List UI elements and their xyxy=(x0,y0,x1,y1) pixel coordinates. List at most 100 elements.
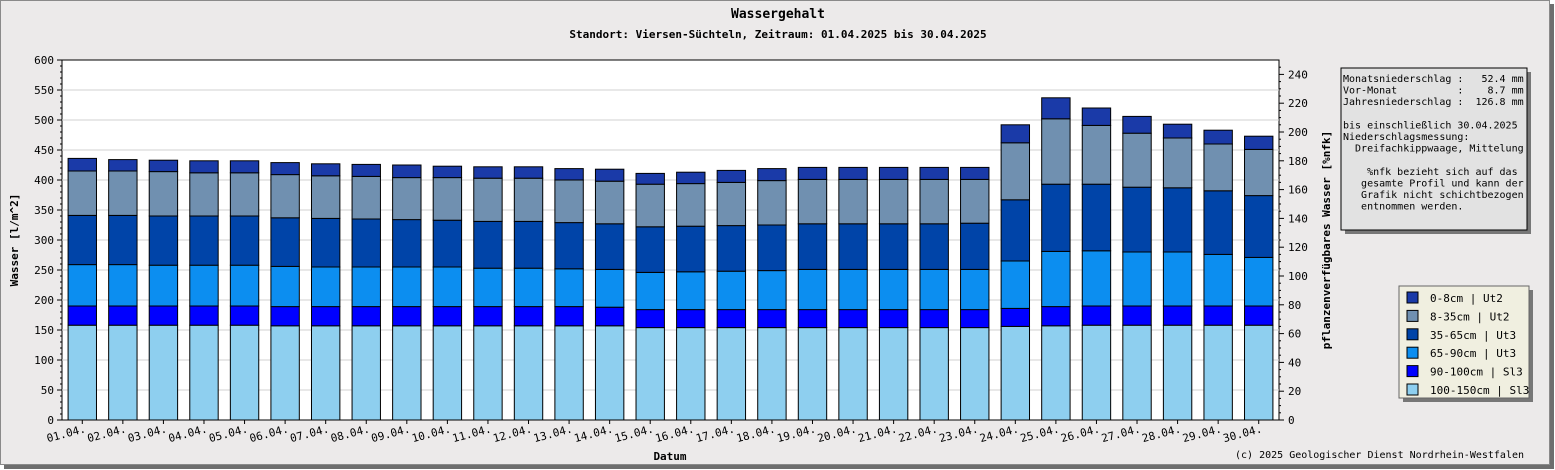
bar-segment-6 xyxy=(1245,136,1273,149)
bar-segment-3 xyxy=(798,269,826,309)
x-tick-label: 18.04. xyxy=(735,422,777,445)
bar-segment-6 xyxy=(1204,130,1232,144)
bar-segment-3 xyxy=(393,267,421,307)
bar-segment-2 xyxy=(636,310,664,328)
bar-segment-1 xyxy=(271,326,299,420)
legend-label: 35-65cm | Ut3 xyxy=(1430,329,1516,342)
bar-segment-3 xyxy=(839,269,867,309)
bar-segment-1 xyxy=(758,328,786,420)
x-tick-label: 13.04. xyxy=(532,422,574,445)
x-tick-label: 26.04. xyxy=(1059,422,1101,445)
x-tick-label: 10.04. xyxy=(410,422,452,445)
bar-segment-4 xyxy=(149,216,177,265)
legend-label: 8-35cm | Ut2 xyxy=(1430,310,1509,323)
bar-segment-5 xyxy=(677,184,705,227)
bar-segment-1 xyxy=(433,326,461,420)
bar-segment-4 xyxy=(271,218,299,267)
bar-segment-4 xyxy=(879,224,907,270)
x-tick-label: 11.04. xyxy=(451,422,493,445)
y-tick-label: 250 xyxy=(34,264,54,277)
bar-segment-1 xyxy=(920,328,948,420)
y-tick-label: 50 xyxy=(41,384,54,397)
bar-segment-3 xyxy=(920,269,948,309)
bar-segment-6 xyxy=(677,172,705,183)
bar-segment-6 xyxy=(271,163,299,175)
bar-segment-5 xyxy=(1082,125,1110,184)
legend-swatch xyxy=(1407,366,1418,377)
bar-segment-6 xyxy=(798,167,826,179)
bar-segment-3 xyxy=(555,269,583,307)
bar-segment-4 xyxy=(393,220,421,267)
legend-label: 0-8cm | Ut2 xyxy=(1430,292,1503,305)
bar-segment-1 xyxy=(230,325,258,420)
bar-segment-5 xyxy=(879,179,907,223)
legend-label: 100-150cm | Sl3 xyxy=(1430,384,1529,397)
bar-segment-6 xyxy=(311,164,339,176)
bar-segment-4 xyxy=(109,215,137,264)
bar-segment-6 xyxy=(474,167,502,178)
legend-swatch xyxy=(1407,329,1418,340)
y2-tick-label: 160 xyxy=(1288,184,1308,197)
legend-label: 90-100cm | Sl3 xyxy=(1430,366,1523,379)
bar-segment-1 xyxy=(1042,326,1070,420)
info-line: bis einschließlich 30.04.2025 xyxy=(1343,120,1518,131)
bar-segment-3 xyxy=(68,265,96,306)
bar-segment-6 xyxy=(433,166,461,177)
y-tick-label: 450 xyxy=(34,144,54,157)
bar-segment-2 xyxy=(758,310,786,328)
bar-segment-5 xyxy=(433,178,461,221)
bar-segment-6 xyxy=(1082,108,1110,125)
x-tick-label: 15.04. xyxy=(613,422,655,445)
bar-segment-6 xyxy=(879,167,907,179)
bar-segment-4 xyxy=(839,224,867,270)
bar-segment-3 xyxy=(717,271,745,309)
bar-segment-5 xyxy=(474,178,502,221)
bar-segment-2 xyxy=(109,306,137,325)
bar-segment-1 xyxy=(1001,326,1029,420)
bar-segment-3 xyxy=(1204,254,1232,306)
chart-title: Wassergehalt xyxy=(731,7,825,22)
info-box: Monatsniederschlag : 52.4 mmVor-Monat : … xyxy=(1341,68,1531,234)
bar-segment-4 xyxy=(514,221,542,268)
bar-segment-5 xyxy=(636,184,664,227)
bar-segment-5 xyxy=(839,179,867,223)
y-axis-left: 050100150200250300350400450500550600 xyxy=(34,54,62,427)
bar-segment-5 xyxy=(149,172,177,216)
bar-segment-3 xyxy=(230,265,258,306)
bar-segment-3 xyxy=(109,265,137,306)
info-line: Niederschlagsmessung: xyxy=(1343,132,1469,143)
bar-segment-5 xyxy=(1204,144,1232,191)
bar-segment-3 xyxy=(311,267,339,307)
chart-subtitle: Standort: Viersen-Süchteln, Zeitraum: 01… xyxy=(569,28,986,41)
bar-segment-5 xyxy=(555,180,583,223)
bar-segment-5 xyxy=(798,179,826,223)
bar-segment-6 xyxy=(920,167,948,179)
y2-tick-label: 140 xyxy=(1288,212,1308,225)
x-tick-label: 02.04. xyxy=(86,422,128,445)
info-line: Monatsniederschlag : 52.4 mm xyxy=(1343,74,1524,85)
bar-segment-1 xyxy=(474,326,502,420)
y-axis-right: 020406080100120140160180200220240 xyxy=(1279,67,1308,427)
bar-segment-6 xyxy=(190,161,218,173)
bar-segment-6 xyxy=(68,158,96,171)
legend-swatch xyxy=(1407,347,1418,358)
bar-segment-5 xyxy=(393,178,421,220)
bar-segment-2 xyxy=(717,310,745,328)
bar-segment-6 xyxy=(109,160,137,171)
bar-segment-3 xyxy=(1123,252,1151,306)
x-axis: 01.04.02.04.03.04.04.04.05.04.06.04.07.0… xyxy=(45,420,1263,445)
bar-segment-1 xyxy=(1204,325,1232,420)
bar-segment-2 xyxy=(1001,308,1029,326)
info-line: gesamte Profil und kann der xyxy=(1343,178,1524,189)
bar-segment-3 xyxy=(433,267,461,307)
bar-segment-5 xyxy=(230,173,258,216)
bar-segment-4 xyxy=(677,226,705,272)
bar-segment-2 xyxy=(271,307,299,326)
bar-segment-5 xyxy=(271,175,299,218)
bar-segment-6 xyxy=(352,164,380,176)
bar-segment-3 xyxy=(1245,257,1273,306)
x-tick-label: 17.04. xyxy=(694,422,736,445)
bar-segment-4 xyxy=(474,221,502,268)
y2-tick-label: 200 xyxy=(1288,126,1308,139)
bar-segment-1 xyxy=(1082,325,1110,420)
